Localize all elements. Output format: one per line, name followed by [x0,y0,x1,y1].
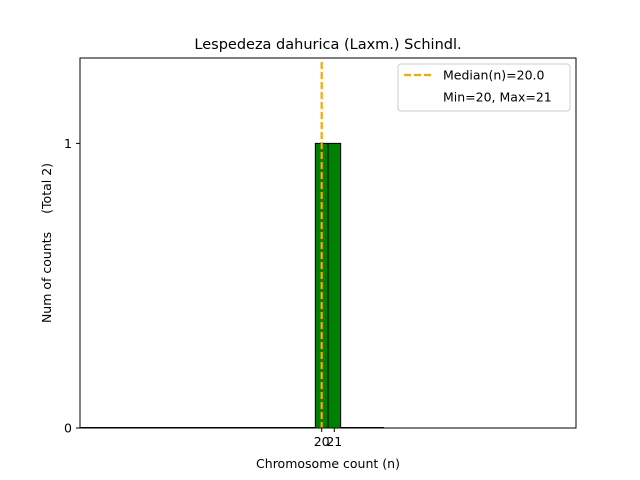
y-axis-label-group: Num of counts (Total 2) [39,163,54,323]
y-tick-label-1: 1 [64,136,72,151]
chart-title: Lespedeza dahurica (Laxm.) Schindl. [194,37,461,53]
y-axis-total-note: (Total 2) [39,163,54,214]
bars-group [314,142,342,429]
plot-frame [79,57,577,429]
legend-entry-minmax: Min=20, Max=21 [443,90,552,105]
y-axis-label-text: Num of counts [39,232,54,323]
legend: Median(n)=20.0 Min=20, Max=21 [397,63,571,112]
y-axis-label: Num of counts (Total 2) [39,163,54,323]
x-tick-label-21: 21 [326,434,342,449]
x-tick-label-20: 20 [314,434,330,449]
bar-21 [327,142,342,429]
y-tick-label-0: 0 [64,421,72,436]
legend-entry-median: Median(n)=20.0 [443,68,544,83]
x-axis-label: Chromosome count (n) [256,456,400,471]
legend-frame [397,63,571,112]
y-axis-ticks: 01 [64,136,80,436]
